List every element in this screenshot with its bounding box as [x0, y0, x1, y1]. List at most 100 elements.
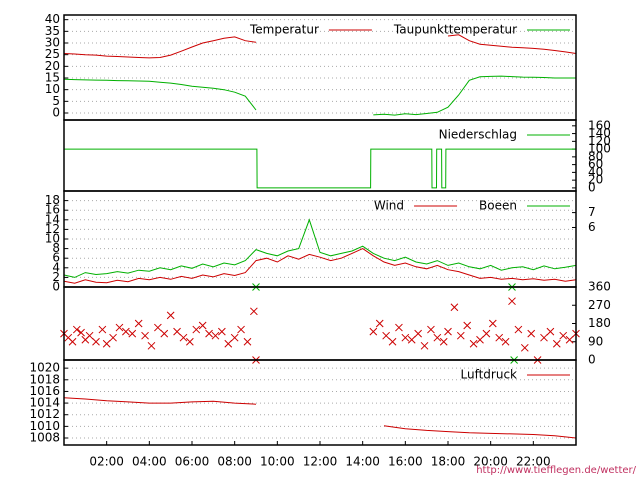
data-line: [63, 34, 577, 59]
data-point: [166, 311, 175, 320]
y-tick-label: 0: [52, 280, 60, 294]
data-point: [439, 337, 448, 346]
x-tick-label: 22:00: [516, 455, 551, 469]
data-point: [488, 319, 497, 328]
y-tick-label: 35: [45, 24, 60, 38]
y-tick-label: 10: [45, 82, 60, 96]
y2-tick-label: 6: [588, 220, 596, 234]
data-point: [450, 303, 459, 312]
legend-label: Temperatur: [249, 23, 319, 37]
data-point: [128, 329, 137, 338]
y-tick-label: 4: [52, 260, 60, 274]
data-point: [433, 333, 442, 342]
y-tick-label: 20: [45, 59, 60, 73]
y-tick-label: 18: [45, 193, 60, 207]
y-tick-label: 8: [52, 241, 60, 255]
data-point: [463, 321, 472, 330]
data-point: [407, 335, 416, 344]
x-tick-label: 02:00: [89, 455, 124, 469]
data-line: [63, 75, 576, 116]
data-point: [186, 337, 194, 346]
data-line: [63, 397, 577, 439]
y2-tick-label: 120: [588, 134, 611, 148]
y-tick-label: 30: [45, 36, 60, 50]
y-tick-label: 25: [45, 47, 60, 61]
y-tick-label: 1012: [29, 407, 60, 421]
data-point: [482, 329, 491, 338]
data-point: [115, 323, 124, 332]
data-point: [444, 327, 452, 336]
footer-url: http://www.tiefflegen.de/wetter/: [476, 465, 636, 476]
data-point: [469, 339, 478, 348]
y2-tick-label: 20: [588, 173, 603, 187]
data-point: [501, 337, 510, 346]
data-point: [420, 341, 429, 350]
data-point: [369, 327, 378, 336]
y2-tick-label: 100: [588, 142, 611, 156]
y-tick-label: 12: [45, 222, 60, 236]
x-tick-label: 18:00: [431, 455, 466, 469]
data-point: [520, 343, 529, 352]
data-point: [427, 325, 435, 334]
y2-tick-label: 7: [588, 205, 596, 219]
y-tick-label: 1020: [29, 361, 60, 375]
y-tick-label: 40: [45, 12, 60, 26]
x-tick-label: 16:00: [388, 455, 423, 469]
data-point: [179, 333, 188, 342]
y2-tick-label: 0: [588, 180, 596, 194]
data-point: [134, 319, 143, 328]
data-point: [154, 323, 162, 332]
data-point: [395, 323, 403, 332]
data-point: [98, 325, 107, 334]
y-tick-label: 1010: [29, 419, 60, 433]
data-point: [77, 328, 85, 337]
y2-tick-label: 360: [588, 280, 611, 294]
x-tick-label: 04:00: [132, 455, 167, 469]
data-point: [527, 329, 536, 338]
legend-label: Luftdruck: [460, 368, 517, 382]
data-point: [218, 327, 226, 336]
y-tick-label: 2: [52, 270, 60, 284]
data-point: [192, 325, 201, 334]
data-point: [72, 325, 81, 334]
data-line: [63, 248, 577, 284]
data-point: [173, 327, 181, 336]
data-point: [388, 337, 397, 346]
data-point: [230, 333, 239, 342]
x-tick-label: 06:00: [175, 455, 210, 469]
y-tick-label: 6: [52, 251, 60, 265]
data-point: [250, 307, 258, 316]
y2-tick-label: 0: [588, 353, 596, 367]
data-point: [508, 297, 516, 306]
data-point: [141, 331, 149, 340]
data-point: [160, 329, 169, 338]
data-point: [565, 335, 574, 344]
y-tick-label: 1008: [29, 431, 60, 445]
data-point: [552, 339, 561, 348]
data-point: [495, 333, 504, 342]
data-point: [68, 337, 77, 346]
data-point: [92, 337, 100, 346]
y2-tick-label: 180: [588, 316, 611, 330]
y-tick-label: 14: [45, 212, 60, 226]
legend-label: Niederschlag: [439, 128, 517, 142]
x-tick-label: 20:00: [473, 455, 508, 469]
data-point: [205, 329, 213, 338]
data-point: [414, 329, 422, 338]
data-point: [237, 325, 245, 334]
panel-frame: [63, 359, 577, 446]
data-point: [224, 339, 233, 348]
y2-tick-label: 270: [588, 298, 611, 312]
data-point: [85, 331, 94, 340]
data-point: [476, 335, 484, 344]
x-tick-label: 10:00: [260, 455, 295, 469]
y2-tick-label: 80: [588, 149, 603, 163]
x-tick-label: 14:00: [345, 455, 380, 469]
data-point: [211, 331, 220, 340]
data-point: [514, 325, 523, 334]
y-tick-label: 5: [52, 94, 60, 108]
data-line: [63, 218, 577, 278]
y2-tick-label: 90: [588, 334, 603, 348]
data-line: [64, 148, 576, 189]
x-tick-label: 08:00: [217, 455, 252, 469]
